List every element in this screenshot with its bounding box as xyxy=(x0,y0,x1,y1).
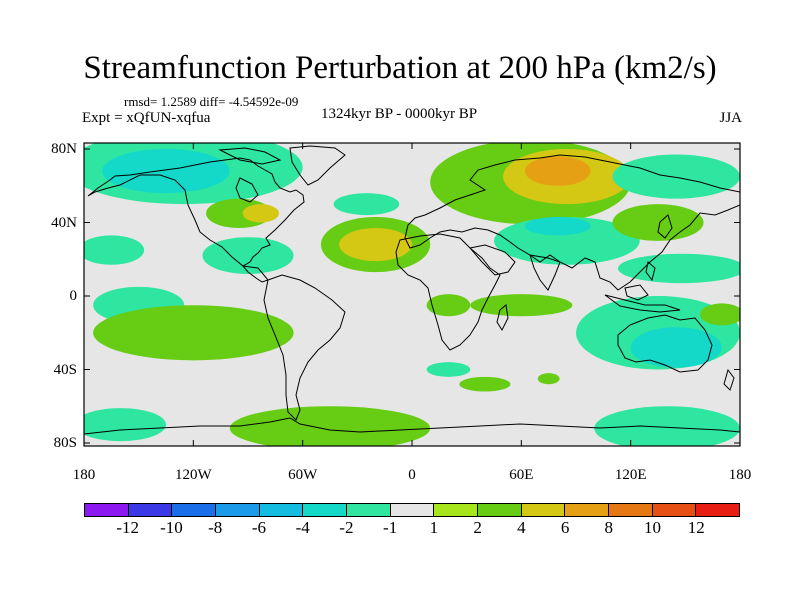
colorbar-label: 4 xyxy=(517,518,526,537)
coast-arctic-islands xyxy=(218,147,282,165)
colorbar-label: 12 xyxy=(687,518,705,537)
colorbar-swatch xyxy=(128,504,173,516)
colorbar-label: -10 xyxy=(160,518,183,537)
colorbar-swatch xyxy=(609,504,653,516)
colorbar-label: 2 xyxy=(473,518,482,537)
anomaly-region xyxy=(229,406,431,446)
colorbar-label: -6 xyxy=(251,518,267,537)
coast-eurasia xyxy=(404,154,740,291)
coast-madagascar xyxy=(496,304,509,332)
anomaly-region xyxy=(426,362,471,377)
anomaly-region xyxy=(537,373,560,385)
anomaly-region xyxy=(84,235,145,265)
colorbar-label: 8 xyxy=(604,518,614,537)
lon-tick-label: 180 xyxy=(72,467,96,483)
anomaly-region xyxy=(242,204,279,223)
colorbar-label: -12 xyxy=(116,518,140,537)
colorbar-swatch xyxy=(85,504,129,516)
lon-tick-label: 120W xyxy=(174,467,212,483)
colorbar-swatch xyxy=(172,504,217,516)
colorbar-swatch xyxy=(652,504,697,516)
coast-antarctica xyxy=(84,417,740,435)
coast-new-zealand xyxy=(723,368,735,391)
anomaly-region xyxy=(612,204,704,241)
coast-philippines xyxy=(645,261,656,282)
coastlines xyxy=(84,145,740,435)
lon-tick-label: 180 xyxy=(728,467,752,483)
colorbar-label: 1 xyxy=(429,518,439,537)
coast-hudson-bay xyxy=(235,177,259,203)
anomaly-region xyxy=(617,253,740,284)
coast-arabia xyxy=(469,244,516,276)
axis-ticks xyxy=(83,143,741,446)
lon-tick-label: 60E xyxy=(509,467,534,483)
lat-tick-label: 80N xyxy=(51,141,77,157)
anomaly-region xyxy=(93,305,294,361)
period-label: 1324kyr BP - 0000kyr BP xyxy=(321,106,478,122)
lon-tick-label: 60W xyxy=(288,467,318,483)
anomaly-region xyxy=(339,228,412,262)
colorbar-label: -4 xyxy=(295,518,310,537)
coast-indonesia xyxy=(604,294,681,313)
coast-central-america xyxy=(241,265,269,283)
anomaly-region xyxy=(426,294,471,317)
anomaly-region xyxy=(524,156,591,186)
anomaly-layer xyxy=(84,143,740,446)
anomaly-region xyxy=(102,149,230,194)
colorbar xyxy=(84,503,740,517)
colorbar-swatch xyxy=(390,504,435,516)
coast-borneo xyxy=(624,284,649,301)
colorbar-swatch xyxy=(434,504,479,516)
anomaly-region xyxy=(612,154,740,199)
coast-australia xyxy=(617,314,713,373)
coast-north-america xyxy=(87,157,305,267)
colorbar-swatch xyxy=(478,504,522,516)
colorbar-label: 6 xyxy=(560,518,570,537)
colorbar-label: -2 xyxy=(339,518,354,537)
colorbar-swatch xyxy=(216,504,260,516)
coast-greenland xyxy=(289,145,346,186)
anomaly-region xyxy=(699,303,740,326)
anomaly-region xyxy=(202,237,294,274)
anomaly-region xyxy=(524,216,591,236)
colorbar-swatch xyxy=(521,504,566,516)
colorbar-label: -8 xyxy=(208,518,223,537)
anomaly-region xyxy=(84,408,166,442)
anomaly-region xyxy=(594,406,740,446)
anomaly-region xyxy=(459,376,511,392)
stats-line: rmsd= 1.2589 diff= -4.54592e-09 xyxy=(124,94,299,109)
colorbar-swatch xyxy=(259,504,304,516)
lat-tick-label: 0 xyxy=(69,288,78,304)
season-label: JJA xyxy=(719,110,742,126)
experiment-label: Expt = xQfUN-xqfua xyxy=(82,110,211,126)
colorbar-swatch xyxy=(565,504,610,516)
anomaly-region xyxy=(630,327,722,368)
coast-africa xyxy=(395,233,501,351)
colorbar-label: 10 xyxy=(644,518,662,537)
colorbar-swatch xyxy=(303,504,348,516)
coast-japan xyxy=(657,214,673,239)
coast-india xyxy=(529,254,561,291)
anomaly-region xyxy=(333,193,400,216)
lat-tick-label: 40S xyxy=(53,361,77,378)
lon-tick-label: 0 xyxy=(408,467,416,483)
anomaly-region xyxy=(470,294,573,317)
colorbar-swatch xyxy=(347,504,391,516)
lat-tick-label: 40N xyxy=(51,214,77,231)
lat-tick-label: 80S xyxy=(53,435,77,451)
colorbar-swatch xyxy=(696,504,740,516)
lon-tick-label: 120E xyxy=(614,467,647,483)
coast-south-america xyxy=(263,274,346,421)
page-title: Streamfunction Perturbation at 200 hPa (… xyxy=(83,50,717,86)
colorbar-label: -1 xyxy=(383,518,398,537)
